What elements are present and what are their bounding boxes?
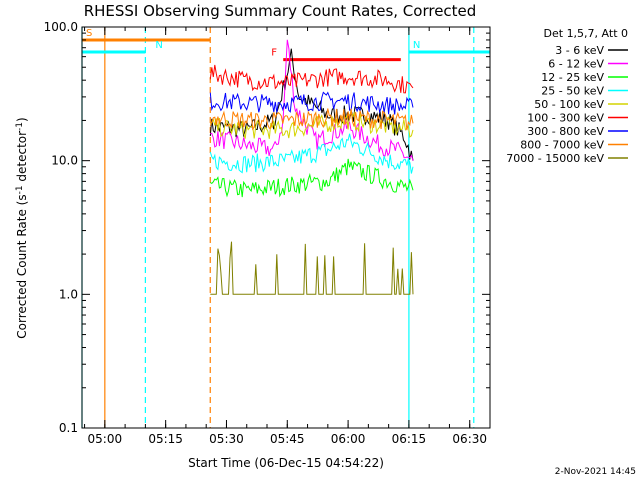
series-line <box>210 158 414 198</box>
x-tick-label: 05:30 <box>209 432 244 446</box>
x-axis-ticks: 05:00 05:15 05:30 05:45 06:00 06:15 06:30 <box>84 27 491 446</box>
series-line <box>209 133 414 174</box>
y-tick-label: 1.0 <box>59 287 78 301</box>
timestamp: 2-Nov-2021 14:45 <box>555 467 636 477</box>
y-axis-label: Corrected Count Rate (s-1 detector-1) <box>15 117 29 338</box>
legend-label: 800 - 7000 keV <box>520 139 604 152</box>
legend-label: 300 - 800 keV <box>527 125 604 138</box>
y-tick-label: 10.0 <box>51 154 78 168</box>
legend-title: Det 1,5,7, Att 0 <box>544 27 628 40</box>
plot-area: S N N F <box>81 27 490 428</box>
legend-label: 3 - 6 keV <box>555 44 604 57</box>
x-tick-label: 05:00 <box>88 432 123 446</box>
y-axis-ticks: 0.1 1.0 10.0 100.0 <box>44 20 490 435</box>
y-axis-label-sup-2: -1 <box>15 122 25 131</box>
legend-label: 100 - 300 keV <box>527 112 604 125</box>
y-tick-label: 100.0 <box>44 20 78 34</box>
series-line <box>209 91 414 115</box>
legend-label: 12 - 25 keV <box>541 71 604 84</box>
legend-label: 7000 - 15000 keV <box>506 152 604 165</box>
legend-label: 6 - 12 keV <box>548 58 604 71</box>
chart-title: RHESSI Observing Summary Count Rates, Co… <box>84 2 477 20</box>
series-line <box>209 64 414 94</box>
x-tick-label: 05:45 <box>270 432 305 446</box>
y-axis-label-mid: detector <box>15 131 29 186</box>
flag-label: N <box>413 40 420 51</box>
x-tick-label: 06:15 <box>392 432 427 446</box>
legend-label: 25 - 50 keV <box>541 85 604 98</box>
y-axis-label-start: Corrected Count Rate (s <box>15 194 29 338</box>
x-tick-label: 06:00 <box>331 432 366 446</box>
plot-frame <box>81 26 491 429</box>
y-tick-label: 0.1 <box>59 421 78 435</box>
x-tick-label: 06:30 <box>452 432 487 446</box>
y-axis-label-sup-1: -1 <box>15 185 25 194</box>
series-line <box>210 241 414 295</box>
series-line <box>209 108 414 131</box>
x-tick-label: 05:15 <box>148 432 183 446</box>
series-line <box>210 39 414 161</box>
x-axis-label: Start Time (06-Dec-15 04:54:22) <box>188 456 384 470</box>
y-axis-label-end: ) <box>15 117 29 122</box>
flag-label: F <box>271 48 277 59</box>
legend-label: 50 - 100 keV <box>534 98 604 111</box>
flag-label: N <box>155 40 162 51</box>
series-line <box>209 110 414 139</box>
flag-label: S <box>86 28 92 39</box>
